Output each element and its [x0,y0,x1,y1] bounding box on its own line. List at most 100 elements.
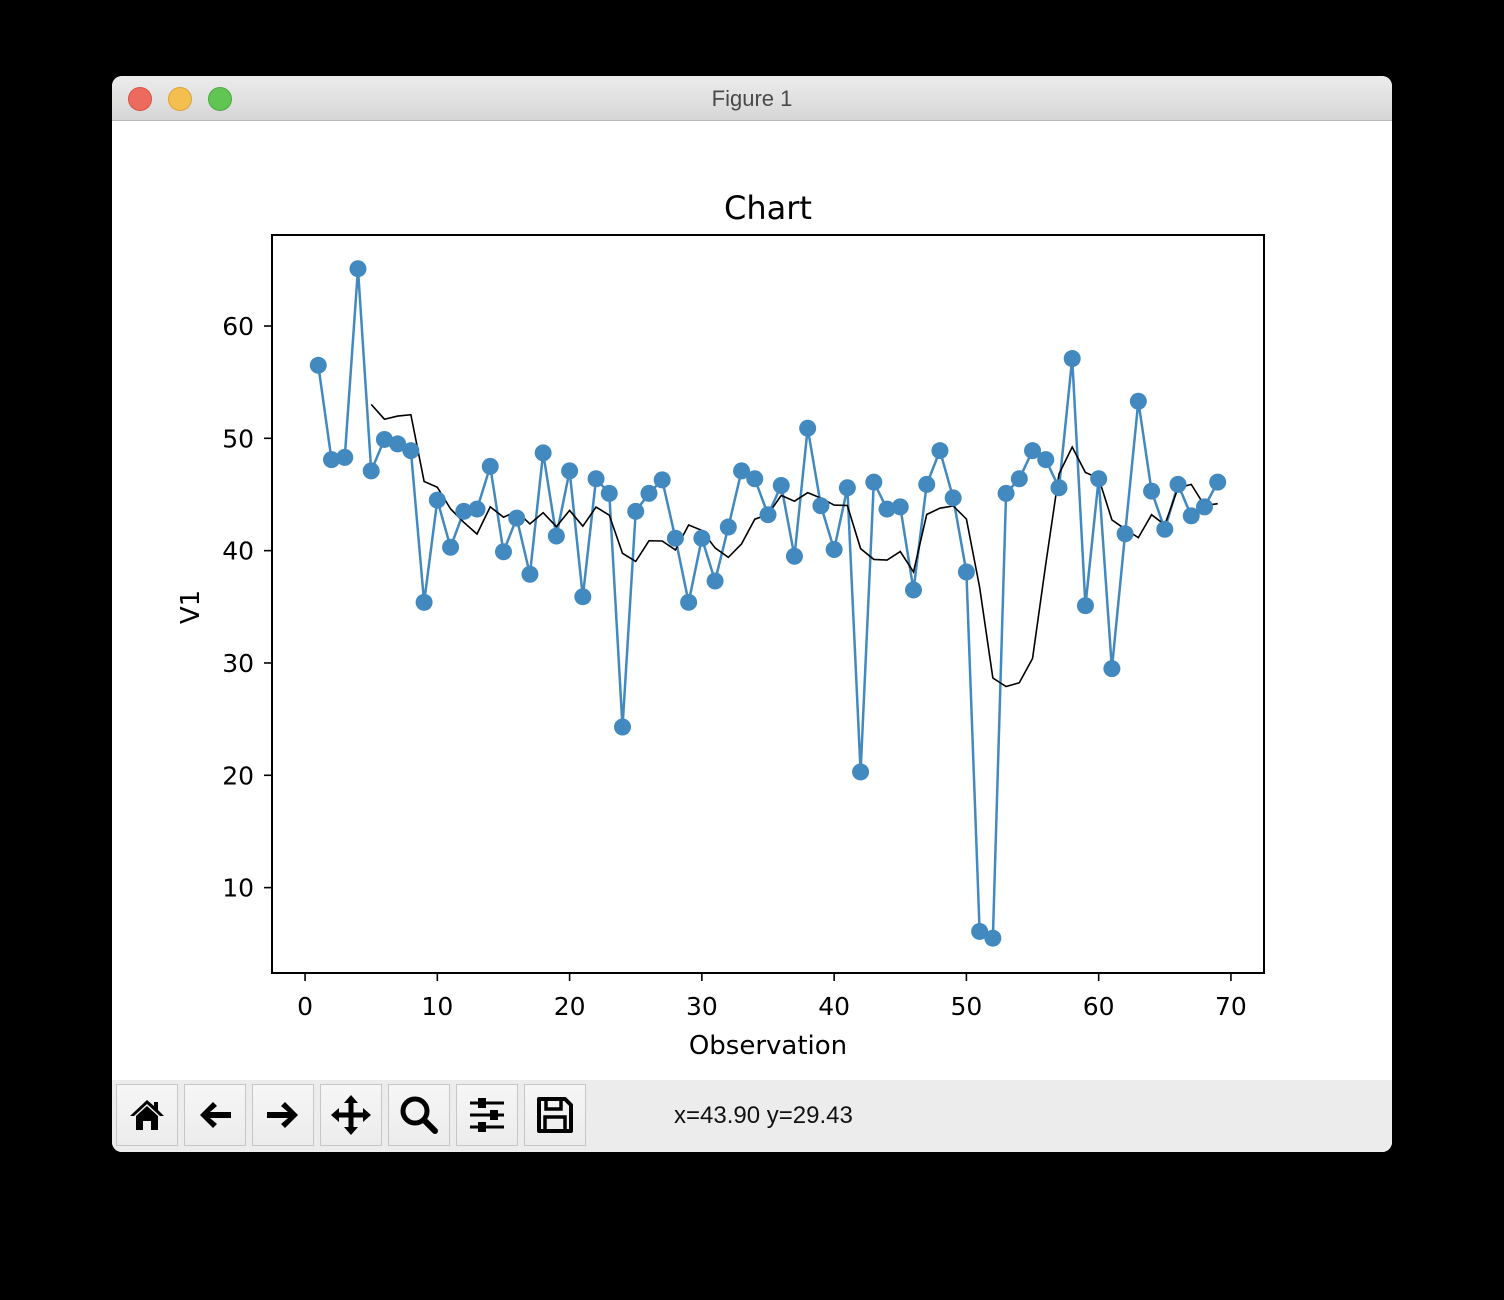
zoom-button[interactable] [388,1084,450,1146]
data-point [561,462,579,480]
data-point [455,502,473,520]
back-button[interactable] [184,1084,246,1146]
data-point [812,497,830,515]
data-point [785,547,803,565]
arrow-left-icon [200,1102,231,1128]
forward-button[interactable] [252,1084,314,1146]
data-point [600,484,618,502]
x-tick-label: 60 [1083,992,1115,1021]
move-icon [331,1095,371,1135]
data-point [1169,475,1187,493]
data-point [587,470,605,488]
y-axis: 10 20 30 40 50 60 [222,312,272,903]
x-tick-label: 70 [1215,992,1247,1021]
data-point [349,260,367,278]
data-point [428,491,446,509]
data-point [1024,442,1042,460]
plot-area[interactable] [271,234,1265,974]
x-tick-label: 40 [818,992,850,1021]
data-point [389,435,407,453]
close-button[interactable] [128,87,152,111]
cursor-coordinates: x=43.90 y=29.43 [674,1102,853,1129]
x-tick-label: 10 [421,992,453,1021]
floppy-disk-icon [537,1097,573,1133]
navigation-toolbar: x=43.90 y=29.43 [112,1080,1392,1152]
data-point [759,506,777,524]
data-point [468,500,486,518]
figure-canvas[interactable]: Chart 0 10 20 30 40 50 60 70 10 20 30 40 50 60 Obser… [112,121,1392,1080]
data-point [494,543,512,561]
data-series [309,260,1227,947]
data-point [336,448,354,466]
data-point [1090,470,1108,488]
data-point [521,565,539,583]
data-point [1116,525,1134,543]
save-button[interactable] [524,1084,586,1146]
data-point [666,529,684,547]
data-point [1063,350,1081,368]
data-point [680,593,698,611]
data-point [1076,597,1094,615]
data-point [719,518,737,536]
sliders-icon [470,1098,504,1132]
data-point [547,527,565,545]
data-point [693,529,711,547]
data-point [323,451,341,469]
chart[interactable]: Chart 0 10 20 30 40 50 60 70 10 20 30 40 50 60 Obser… [112,121,1392,1080]
x-tick-label: 30 [686,992,718,1021]
data-point [984,929,1002,947]
data-point [838,479,856,497]
data-point [931,442,949,460]
data-point [481,457,499,475]
data-point [653,471,671,489]
data-point [614,718,632,736]
data-point [402,442,420,460]
data-point [309,356,327,374]
figure-window: Figure 1 Chart 0 10 20 30 40 50 60 70 10 20 30 40 5… [112,76,1392,1152]
data-point [1209,473,1227,491]
y-tick-label: 50 [222,424,254,453]
data-point [918,475,936,493]
data-point [442,538,460,556]
pan-button[interactable] [320,1084,382,1146]
data-point [706,572,724,590]
data-point [944,489,962,507]
configure-subplots-button[interactable] [456,1084,518,1146]
home-icon [130,1100,164,1130]
window-title: Figure 1 [711,86,793,111]
home-button[interactable] [116,1084,178,1146]
data-point [362,462,380,480]
data-point [508,509,526,527]
minimize-button[interactable] [168,87,192,111]
data-point [746,470,764,488]
data-point [1037,451,1055,469]
data-point [891,498,909,516]
y-tick-label: 30 [222,649,254,678]
chart-title: Chart [724,189,812,227]
data-point [1143,482,1161,500]
y-tick-label: 40 [222,537,254,566]
data-point [865,473,883,491]
data-point [1010,470,1028,488]
data-point [997,484,1015,502]
x-tick-label: 0 [297,992,313,1021]
data-point [1195,498,1213,516]
x-tick-label: 50 [950,992,982,1021]
maximize-button[interactable] [208,87,232,111]
y-tick-label: 20 [222,761,254,790]
data-point [904,581,922,599]
data-point [1156,520,1174,538]
x-axis: 0 10 20 30 40 50 60 70 [297,973,1247,1021]
data-point [534,444,552,462]
arrow-right-icon [267,1102,298,1128]
title-bar[interactable]: Figure 1 [112,76,1392,121]
data-point [772,476,790,494]
data-point [1129,392,1147,410]
data-point [852,763,870,781]
x-tick-label: 20 [554,992,586,1021]
data-point [733,462,751,480]
data-point [415,593,433,611]
data-point [574,588,592,606]
data-point [375,430,393,448]
data-point [878,500,896,518]
